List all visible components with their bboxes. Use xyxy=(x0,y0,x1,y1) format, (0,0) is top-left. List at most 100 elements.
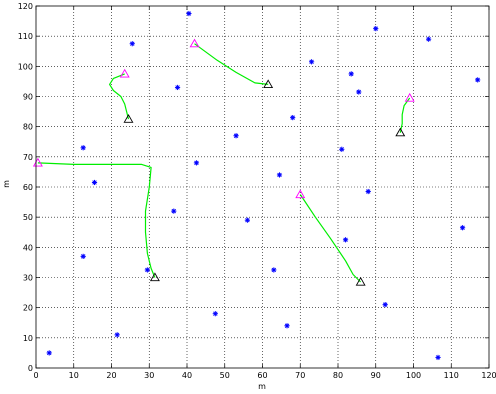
asterisk-stroke xyxy=(356,89,361,95)
y-tick-label: 90 xyxy=(23,93,33,102)
data-point xyxy=(308,59,315,65)
x-tick-label: 70 xyxy=(295,371,305,380)
x-tick-label: 60 xyxy=(257,371,267,380)
data-point xyxy=(373,26,379,32)
asterisk-stroke xyxy=(277,172,282,178)
data-point xyxy=(212,311,218,317)
data-point xyxy=(233,133,239,139)
trajectory-line xyxy=(299,194,362,283)
asterisk-stroke xyxy=(382,302,388,307)
grid xyxy=(36,6,489,368)
x-tick-label: 10 xyxy=(69,371,79,380)
asterisk-stroke xyxy=(348,71,354,77)
data-point xyxy=(339,146,345,152)
x-tick-label: 80 xyxy=(333,371,343,380)
y-tick-label: 70 xyxy=(23,153,33,162)
data-point xyxy=(129,41,135,47)
asterisk-stroke xyxy=(290,115,295,120)
asterisk-stroke xyxy=(80,145,86,151)
asterisk-stroke xyxy=(175,85,180,90)
x-tick-label: 90 xyxy=(371,371,381,380)
asterisk-stroke xyxy=(145,267,150,273)
asterisk-stroke xyxy=(114,332,120,338)
asterisk-stroke xyxy=(46,350,52,356)
asterisk-stroke xyxy=(80,254,86,259)
start-triangle-marker xyxy=(119,68,130,78)
data-point xyxy=(193,160,200,166)
asterisk-stroke xyxy=(460,225,465,230)
trajectory-line xyxy=(399,97,411,133)
data-point xyxy=(290,115,296,121)
start-triangle-marker xyxy=(32,157,43,167)
x-axis-label: m xyxy=(258,382,266,391)
y-axis-label: m xyxy=(2,180,11,188)
data-point xyxy=(186,10,192,17)
data-points xyxy=(46,10,481,361)
asterisk-stroke xyxy=(213,311,218,316)
asterisk-stroke xyxy=(245,217,250,223)
data-point xyxy=(271,267,277,273)
y-tick-label: 50 xyxy=(23,213,33,222)
end-triangle-marker xyxy=(263,79,274,89)
data-point xyxy=(276,172,283,178)
y-tick-label: 30 xyxy=(23,274,33,283)
end-triangle-marker xyxy=(355,276,366,286)
data-point xyxy=(459,225,466,231)
x-tick-label: 20 xyxy=(106,371,116,380)
asterisk-stroke xyxy=(233,133,239,138)
trajectory-line xyxy=(194,43,269,85)
y-tick-label: 40 xyxy=(23,243,33,252)
data-point xyxy=(435,354,441,361)
asterisk-stroke xyxy=(339,147,345,152)
x-tick-label: 0 xyxy=(33,371,38,380)
data-point xyxy=(426,36,432,42)
x-tick-label: 110 xyxy=(444,371,459,380)
data-point xyxy=(356,89,362,95)
y-tick-label: 20 xyxy=(23,304,33,313)
start-triangle-marker xyxy=(404,92,415,102)
data-point xyxy=(342,237,349,243)
y-tick-label: 120 xyxy=(18,2,33,11)
end-triangle-marker xyxy=(149,272,160,282)
x-tick-label: 120 xyxy=(481,371,496,380)
data-point xyxy=(284,323,290,329)
asterisk-stroke xyxy=(171,208,177,214)
data-point xyxy=(80,145,86,151)
axes-frame xyxy=(35,5,490,369)
asterisk-stroke xyxy=(365,189,371,194)
trajectory-paths xyxy=(37,43,411,283)
asterisk-stroke xyxy=(343,237,348,243)
data-point xyxy=(365,188,371,195)
y-tick-label: 100 xyxy=(18,62,33,71)
start-triangle-marker xyxy=(295,189,306,199)
x-tick-label: 30 xyxy=(144,371,154,380)
path-markers xyxy=(32,38,415,286)
y-tick-label: 10 xyxy=(23,334,33,343)
data-point xyxy=(382,302,388,308)
asterisk-stroke xyxy=(373,26,378,31)
data-point xyxy=(91,179,98,186)
data-point xyxy=(475,77,481,83)
start-triangle-marker xyxy=(189,38,200,48)
asterisk-stroke xyxy=(271,267,277,273)
x-tick-label: 100 xyxy=(406,371,421,380)
asterisk-stroke xyxy=(186,11,192,16)
asterisk-stroke xyxy=(435,355,441,360)
data-point xyxy=(144,267,150,273)
end-triangle-marker xyxy=(123,114,134,123)
y-tick-label: 110 xyxy=(18,32,33,41)
data-point xyxy=(174,84,181,91)
asterisk-stroke xyxy=(130,41,135,46)
data-point xyxy=(46,350,52,356)
y-tick-label: 80 xyxy=(23,123,33,132)
x-tick-label: 50 xyxy=(220,371,230,380)
data-point xyxy=(114,332,120,338)
asterisk-stroke xyxy=(284,323,290,328)
x-tick-label: 40 xyxy=(182,371,192,380)
data-point xyxy=(80,253,86,259)
asterisk-stroke xyxy=(426,36,431,42)
asterisk-stroke xyxy=(194,160,199,166)
data-point xyxy=(171,208,177,214)
